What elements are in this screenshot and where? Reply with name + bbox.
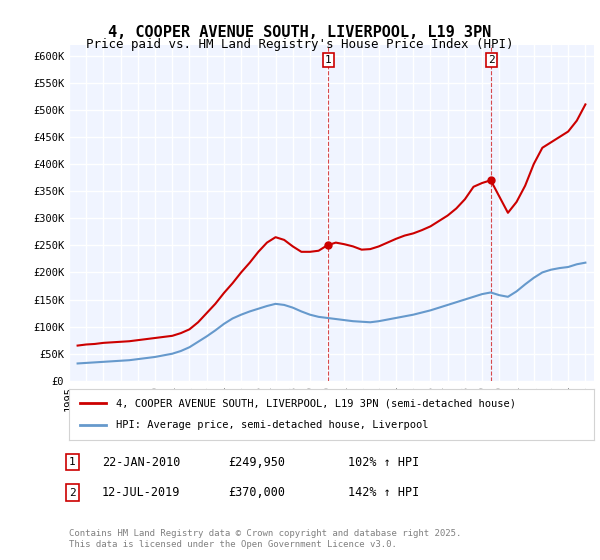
Text: 142% ↑ HPI: 142% ↑ HPI [348, 486, 419, 500]
Text: 102% ↑ HPI: 102% ↑ HPI [348, 455, 419, 469]
Text: 1: 1 [325, 55, 332, 65]
Text: 4, COOPER AVENUE SOUTH, LIVERPOOL, L19 3PN: 4, COOPER AVENUE SOUTH, LIVERPOOL, L19 3… [109, 25, 491, 40]
Text: 1: 1 [69, 457, 76, 467]
Text: Price paid vs. HM Land Registry's House Price Index (HPI): Price paid vs. HM Land Registry's House … [86, 38, 514, 51]
Text: 22-JAN-2010: 22-JAN-2010 [102, 455, 181, 469]
Text: £370,000: £370,000 [228, 486, 285, 500]
Text: 2: 2 [69, 488, 76, 498]
Text: £249,950: £249,950 [228, 455, 285, 469]
Text: 12-JUL-2019: 12-JUL-2019 [102, 486, 181, 500]
Text: Contains HM Land Registry data © Crown copyright and database right 2025.
This d: Contains HM Land Registry data © Crown c… [69, 529, 461, 549]
Text: 4, COOPER AVENUE SOUTH, LIVERPOOL, L19 3PN (semi-detached house): 4, COOPER AVENUE SOUTH, LIVERPOOL, L19 3… [116, 398, 516, 408]
Text: 2: 2 [488, 55, 495, 65]
Text: HPI: Average price, semi-detached house, Liverpool: HPI: Average price, semi-detached house,… [116, 421, 429, 431]
